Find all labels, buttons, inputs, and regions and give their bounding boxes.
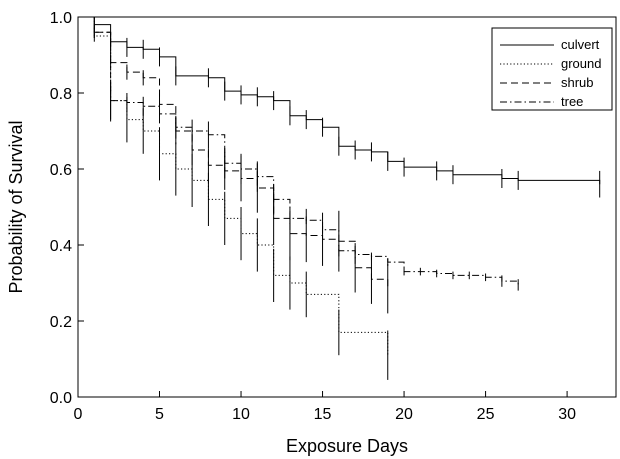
y-tick-label: 1.0 [50, 10, 72, 27]
tree-line [78, 16, 519, 285]
series-lines [78, 16, 601, 380]
x-tick-label: 20 [395, 406, 413, 423]
x-axis-title: Exposure Days [286, 436, 408, 456]
legend-box [491, 27, 613, 111]
x-tick-label: 30 [558, 406, 576, 423]
axis-ticks: 0 5 10 15 20 25 30 0.0 0.2 0.4 0.6 0.8 1.0 [50, 10, 576, 423]
y-tick-label: 0.4 [50, 238, 72, 255]
x-tick-label: 0 [74, 406, 83, 423]
x-tick-label: 10 [232, 406, 250, 423]
y-axis-title: Probability of Survival [6, 120, 26, 293]
series-culvert [78, 16, 601, 198]
legend-label-culvert: culvert [561, 37, 600, 52]
series-tree [78, 16, 519, 291]
x-tick-label: 5 [155, 406, 164, 423]
x-tick-label: 25 [477, 406, 495, 423]
series-ground [78, 16, 389, 380]
y-tick-label: 0.6 [50, 162, 72, 179]
y-tick-label: 0.0 [50, 390, 72, 407]
legend: culvert ground shrub tree [491, 27, 613, 111]
shrub-line [78, 16, 389, 289]
series-shrub [78, 16, 389, 314]
ground-line [78, 16, 389, 356]
y-tick-label: 0.2 [50, 314, 72, 331]
legend-label-ground: ground [561, 56, 601, 71]
legend-label-tree: tree [561, 94, 583, 109]
plot-area [77, 16, 617, 398]
y-tick-label: 0.8 [50, 86, 72, 103]
legend-label-shrub: shrub [561, 75, 594, 90]
x-tick-label: 15 [314, 406, 332, 423]
